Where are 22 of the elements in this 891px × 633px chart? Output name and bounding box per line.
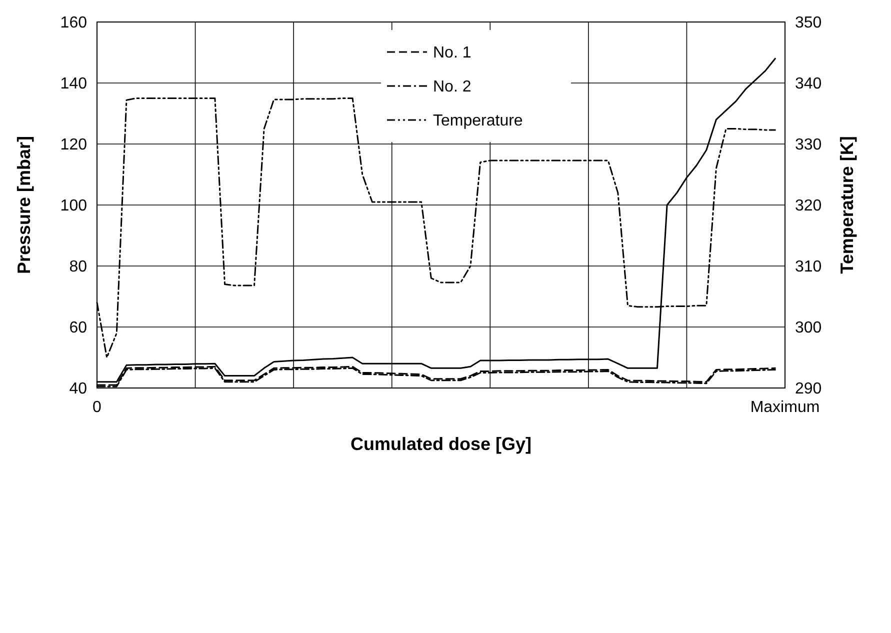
y2-tick-label: 310	[795, 258, 822, 276]
y-tick-label: 140	[60, 76, 88, 93]
y-tick-label: 120	[60, 136, 88, 154]
y2-axis-title: Temperature [K]	[837, 136, 857, 274]
y-tick-label: 40	[69, 380, 88, 398]
legend-label: No. 1	[433, 44, 472, 62]
y2-tick-label: 290	[795, 380, 822, 398]
y2-tick-label: 300	[795, 320, 822, 337]
y2-tick-label: 320	[795, 198, 822, 215]
y-axis-title: Pressure [mbar]	[14, 136, 34, 274]
y2-tick-label: 350	[795, 14, 822, 32]
x-axis-title: Cumulated dose [Gy]	[350, 434, 532, 454]
legend-label: Temperature	[433, 112, 523, 130]
x-tick-label: Maximum	[750, 399, 820, 416]
y2-tick-label: 340	[795, 76, 822, 93]
y2-tick-label: 330	[795, 136, 822, 154]
legend-label: No. 2	[433, 78, 472, 96]
y-tick-label: 100	[60, 198, 88, 215]
y-tick-label: 60	[69, 320, 88, 337]
y-tick-label: 160	[60, 14, 88, 32]
x-tick-label: 0	[92, 399, 102, 416]
y-tick-label: 80	[69, 258, 88, 276]
